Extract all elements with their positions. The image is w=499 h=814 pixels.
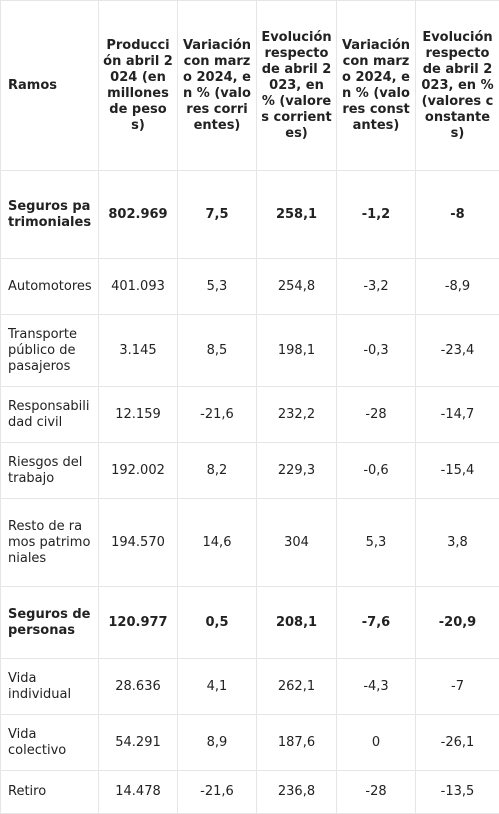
cell-variacion-constantes: -3,2 [337, 259, 416, 315]
cell-evolucion-constantes: -20,9 [416, 587, 499, 659]
cell-variacion-corrientes: -21,6 [178, 771, 257, 814]
header-evolucion-constantes: Evolución respecto de abril 2023, en % (… [416, 1, 499, 171]
table-row: Automotores 401.093 5,3 254,8 -3,2 -8,9 [1, 259, 499, 315]
cell-ramo: Transporte público de pasajeros [1, 315, 99, 387]
header-evolucion-corrientes: Evolución respecto de abril 2023, en % (… [257, 1, 337, 171]
cell-evolucion-corrientes: 208,1 [257, 587, 337, 659]
header-ramos: Ramos [1, 1, 99, 171]
table-row: Vida colectivo 54.291 8,9 187,6 0 -26,1 [1, 715, 499, 771]
table-row: Transporte público de pasajeros 3.145 8,… [1, 315, 499, 387]
cell-ramo: Retiro [1, 771, 99, 814]
table-row: Seguros de personas 120.977 0,5 208,1 -7… [1, 587, 499, 659]
cell-evolucion-constantes: -15,4 [416, 443, 499, 499]
cell-variacion-corrientes: 4,1 [178, 659, 257, 715]
cell-variacion-constantes: -1,2 [337, 171, 416, 259]
cell-evolucion-corrientes: 198,1 [257, 315, 337, 387]
cell-evolucion-corrientes: 262,1 [257, 659, 337, 715]
cell-evolucion-corrientes: 258,1 [257, 171, 337, 259]
cell-evolucion-corrientes: 229,3 [257, 443, 337, 499]
cell-evolucion-corrientes: 304 [257, 499, 337, 587]
cell-produccion: 120.977 [99, 587, 178, 659]
cell-variacion-corrientes: -21,6 [178, 387, 257, 443]
cell-variacion-corrientes: 0,5 [178, 587, 257, 659]
cell-evolucion-constantes: -7 [416, 659, 499, 715]
cell-variacion-corrientes: 8,5 [178, 315, 257, 387]
cell-variacion-corrientes: 8,2 [178, 443, 257, 499]
cell-produccion: 54.291 [99, 715, 178, 771]
cell-variacion-constantes: -7,6 [337, 587, 416, 659]
cell-ramo: Resto de ramos patrimoniales [1, 499, 99, 587]
cell-produccion: 14.478 [99, 771, 178, 814]
cell-produccion: 28.636 [99, 659, 178, 715]
cell-variacion-corrientes: 5,3 [178, 259, 257, 315]
cell-produccion: 401.093 [99, 259, 178, 315]
cell-evolucion-corrientes: 254,8 [257, 259, 337, 315]
table-row: Retiro 14.478 -21,6 236,8 -28 -13,5 [1, 771, 499, 814]
header-variacion-corrientes: Variación con marzo 2024, en % (valores … [178, 1, 257, 171]
cell-produccion: 194.570 [99, 499, 178, 587]
cell-evolucion-constantes: -23,4 [416, 315, 499, 387]
cell-variacion-corrientes: 7,5 [178, 171, 257, 259]
cell-variacion-constantes: -0,3 [337, 315, 416, 387]
cell-ramo: Riesgos del trabajo [1, 443, 99, 499]
cell-variacion-constantes: -28 [337, 771, 416, 814]
table-row: Vida individual 28.636 4,1 262,1 -4,3 -7 [1, 659, 499, 715]
table-row: Responsabilidad civil 12.159 -21,6 232,2… [1, 387, 499, 443]
cell-evolucion-constantes: -13,5 [416, 771, 499, 814]
table-row: Resto de ramos patrimoniales 194.570 14,… [1, 499, 499, 587]
cell-ramo: Vida colectivo [1, 715, 99, 771]
cell-produccion: 192.002 [99, 443, 178, 499]
header-variacion-constantes: Variación con marzo 2024, en % (valores … [337, 1, 416, 171]
cell-evolucion-constantes: -26,1 [416, 715, 499, 771]
cell-variacion-constantes: -4,3 [337, 659, 416, 715]
cell-ramo: Seguros patrimoniales [1, 171, 99, 259]
cell-evolucion-corrientes: 232,2 [257, 387, 337, 443]
cell-evolucion-constantes: -14,7 [416, 387, 499, 443]
cell-evolucion-constantes: 3,8 [416, 499, 499, 587]
cell-ramo: Vida individual [1, 659, 99, 715]
cell-evolucion-corrientes: 187,6 [257, 715, 337, 771]
cell-produccion: 802.969 [99, 171, 178, 259]
header-produccion: Producción abril 2024 (en millones de pe… [99, 1, 178, 171]
cell-variacion-corrientes: 14,6 [178, 499, 257, 587]
table-row: Riesgos del trabajo 192.002 8,2 229,3 -0… [1, 443, 499, 499]
cell-variacion-constantes: 0 [337, 715, 416, 771]
cell-produccion: 3.145 [99, 315, 178, 387]
table-row: Seguros patrimoniales 802.969 7,5 258,1 … [1, 171, 499, 259]
table-header-row: Ramos Producción abril 2024 (en millones… [1, 1, 499, 171]
cell-ramo: Automotores [1, 259, 99, 315]
cell-variacion-constantes: -0,6 [337, 443, 416, 499]
cell-produccion: 12.159 [99, 387, 178, 443]
cell-variacion-constantes: -28 [337, 387, 416, 443]
cell-variacion-constantes: 5,3 [337, 499, 416, 587]
cell-ramo: Responsabilidad civil [1, 387, 99, 443]
cell-evolucion-constantes: -8 [416, 171, 499, 259]
cell-evolucion-corrientes: 236,8 [257, 771, 337, 814]
cell-variacion-corrientes: 8,9 [178, 715, 257, 771]
cell-ramo: Seguros de personas [1, 587, 99, 659]
cell-evolucion-constantes: -8,9 [416, 259, 499, 315]
